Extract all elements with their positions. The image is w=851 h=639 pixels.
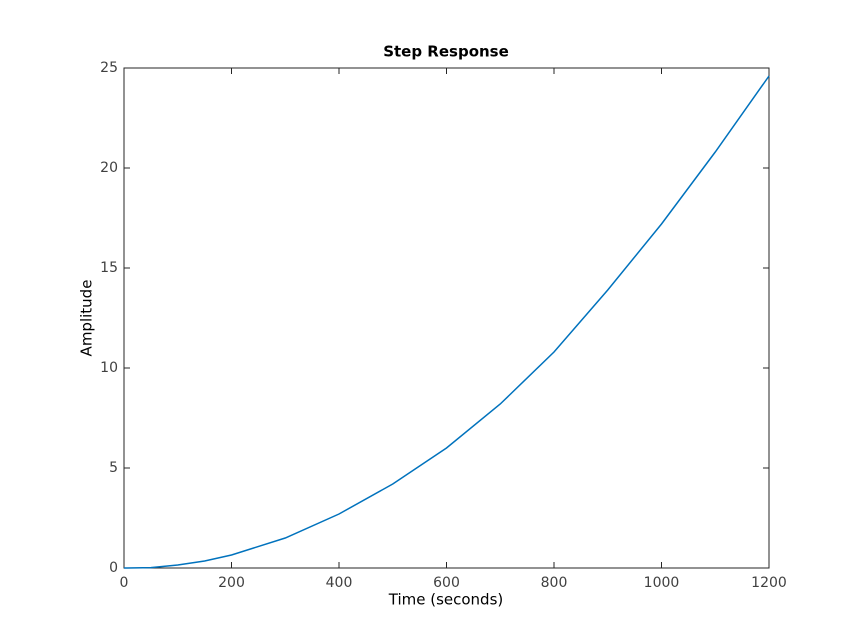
- x-tick-label: 200: [218, 575, 245, 591]
- y-axis-label: Amplitude: [78, 280, 96, 357]
- y-tick-label: 15: [100, 260, 118, 276]
- x-tick-label: 400: [326, 575, 353, 591]
- x-tick-label: 0: [120, 575, 129, 591]
- x-tick-label: 600: [433, 575, 460, 591]
- y-tick-label: 25: [100, 60, 118, 76]
- chart-title: Step Response: [383, 43, 509, 61]
- y-tick-label: 5: [109, 460, 118, 476]
- x-tick-label: 1000: [644, 575, 680, 591]
- x-tick-label: 1200: [751, 575, 787, 591]
- x-axis-label: Time (seconds): [388, 591, 504, 609]
- y-tick-label: 20: [100, 160, 118, 176]
- y-tick-label: 10: [100, 360, 118, 376]
- y-tick-label: 0: [109, 560, 118, 576]
- x-tick-label: 800: [541, 575, 568, 591]
- line: [123, 75, 770, 569]
